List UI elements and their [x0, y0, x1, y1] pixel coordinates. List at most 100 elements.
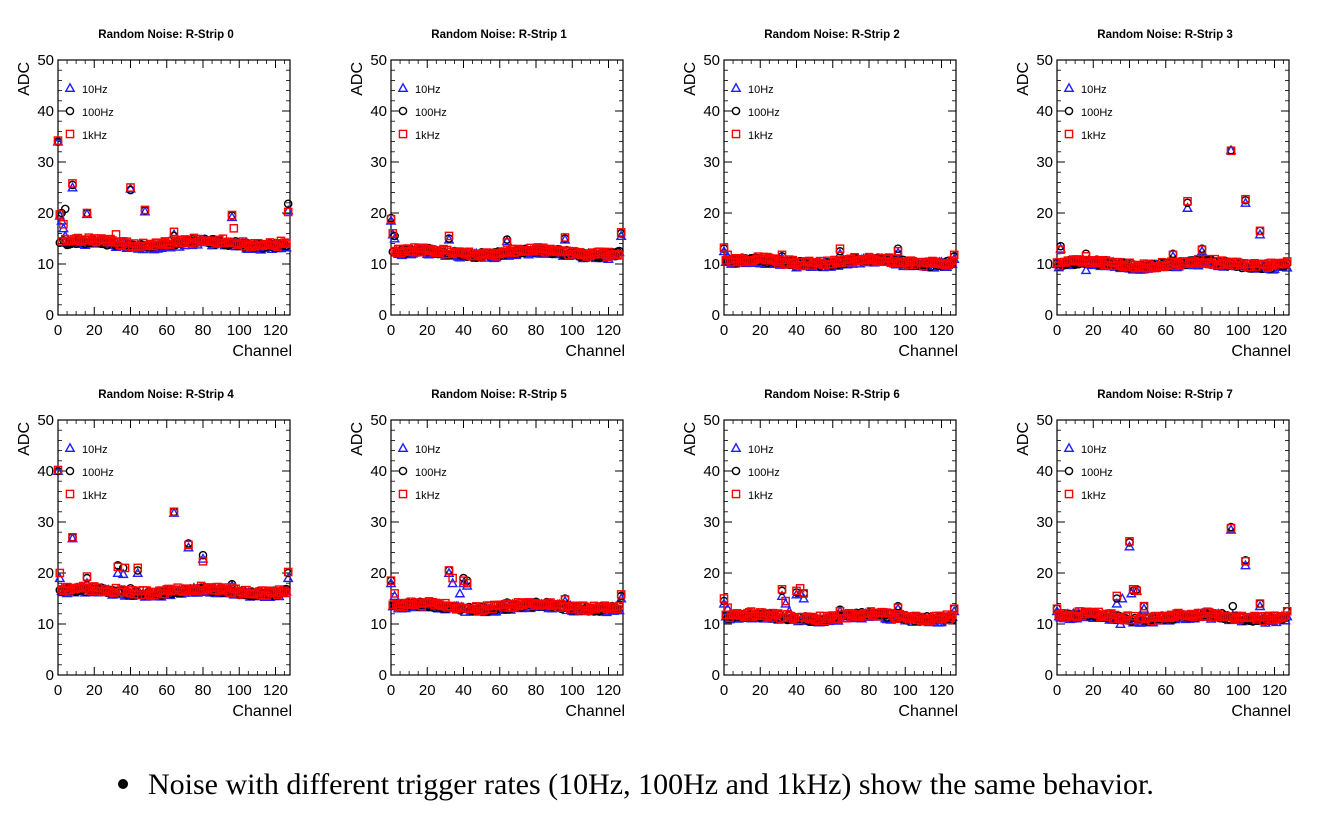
data-point-1kHz — [169, 227, 179, 237]
data-point-1kHz — [59, 219, 68, 229]
legend-label: 1kHz — [415, 490, 440, 502]
y-tick-label: 20 — [703, 205, 720, 222]
data-layer — [1051, 522, 1293, 629]
data-point-1kHz — [386, 576, 396, 585]
y-axis-label: ADC — [349, 422, 366, 456]
y-tick-label: 0 — [379, 307, 387, 324]
data-point-10Hz — [67, 532, 78, 543]
legend-marker-1kHz — [398, 489, 408, 499]
legend-label: 10Hz — [1081, 444, 1107, 456]
legend: 10Hz 100Hz 1kHz — [397, 442, 447, 502]
y-tick-label: 0 — [712, 667, 720, 684]
x-tick-label: 120 — [1262, 682, 1287, 699]
legend-marker-1kHz — [65, 129, 75, 139]
data-layer — [718, 243, 960, 272]
x-tick-label: 60 — [158, 322, 175, 339]
legend-marker-100Hz — [65, 466, 75, 476]
legend-label: 1kHz — [415, 130, 440, 142]
x-tick-label: 40 — [1121, 682, 1138, 699]
x-tick-label: 120 — [263, 322, 288, 339]
data-point-1kHz — [719, 594, 729, 603]
chart-grid: Random Noise: R-Strip 0 0 10 20 30 40 50 0 20 40 6… — [0, 0, 1293, 720]
y-tick-label: 10 — [37, 616, 54, 633]
legend-marker-100Hz — [1064, 106, 1074, 116]
chart-title: Random Noise: R-Strip 7 — [1097, 389, 1232, 401]
data-point-1kHz — [1281, 259, 1290, 269]
y-tick-label: 20 — [1036, 205, 1053, 222]
y-axis-label: ADC — [682, 422, 699, 456]
x-tick-label: 100 — [893, 322, 918, 339]
x-tick-label: 60 — [1157, 682, 1174, 699]
y-tick-label: 0 — [712, 307, 720, 324]
x-tick-label: 0 — [1053, 682, 1061, 699]
x-tick-label: 20 — [1085, 322, 1102, 339]
x-tick-label: 60 — [491, 322, 508, 339]
y-tick-label: 10 — [370, 256, 387, 273]
chart-title: Random Noise: R-Strip 2 — [764, 29, 899, 41]
x-tick-label: 120 — [929, 322, 954, 339]
data-point-1kHz — [169, 507, 179, 517]
data-point-1kHz — [1132, 586, 1142, 596]
y-axis-label: ADC — [349, 62, 366, 96]
data-point-10Hz — [385, 577, 397, 588]
y-tick-label: 10 — [703, 256, 720, 273]
x-tick-label: 80 — [1194, 322, 1211, 339]
data-point-1kHz — [283, 207, 293, 217]
plot-frame — [57, 59, 291, 316]
data-point-10Hz — [1225, 524, 1237, 534]
legend: 10Hz 100Hz 1kHz — [397, 82, 447, 142]
y-tick-label: 10 — [370, 616, 387, 633]
y-tick-label: 50 — [703, 52, 720, 69]
data-point-1kHz — [1241, 194, 1250, 204]
data-point-1kHz — [280, 586, 289, 596]
y-axis-label: ADC — [16, 422, 33, 456]
x-axis-label: Channel — [565, 703, 625, 720]
chart-title: Random Noise: R-Strip 5 — [431, 389, 567, 401]
legend-label: 1kHz — [1081, 490, 1106, 502]
data-point-1kHz — [557, 246, 566, 255]
legend: 10Hz 100Hz 1kHz — [64, 442, 114, 502]
bullet-note: Noise with different trigger rates (10Hz… — [118, 768, 1268, 808]
data-point-1kHz — [120, 563, 130, 573]
legend-label: 100Hz — [82, 467, 114, 479]
x-tick-label: 120 — [929, 682, 954, 699]
y-tick-label: 40 — [1036, 103, 1053, 120]
legend-marker-1kHz — [731, 129, 741, 139]
legend-label: 100Hz — [1081, 467, 1113, 479]
chart-svg: Random Noise: R-Strip 5 0 10 20 30 40 50 0 20 40 6… — [349, 389, 627, 720]
legend: 10Hz 100Hz 1kHz — [730, 82, 780, 142]
data-point-1kHz — [82, 208, 92, 218]
data-point-1kHz — [282, 239, 291, 248]
data-point-1kHz — [198, 556, 208, 566]
data-point-1kHz — [1197, 245, 1207, 255]
data-point-1kHz — [455, 602, 465, 612]
x-tick-label: 80 — [1194, 682, 1211, 699]
x-tick-label: 0 — [1053, 322, 1061, 339]
data-point-10Hz — [139, 205, 151, 216]
chart-panel-4: Random Noise: R-Strip 4 0 10 20 30 40 50 0 20 40 6… — [0, 360, 330, 720]
data-layer — [1051, 144, 1293, 275]
data-point-100Hz — [60, 204, 70, 214]
data-point-1kHz — [55, 210, 65, 219]
y-tick-label: 20 — [370, 205, 387, 222]
y-tick-label: 0 — [46, 667, 54, 684]
data-point-1kHz — [280, 238, 289, 247]
x-tick-label: 40 — [788, 682, 805, 699]
data-point-10Hz — [54, 572, 66, 583]
data-point-1kHz — [140, 205, 150, 215]
x-tick-label: 120 — [596, 682, 621, 699]
chart-svg: Random Noise: R-Strip 0 0 10 20 30 40 50 0 20 40 6… — [16, 29, 294, 360]
x-tick-label: 80 — [195, 322, 212, 339]
data-point-1kHz — [444, 231, 454, 241]
legend-label: 1kHz — [748, 130, 773, 142]
data-point-1kHz — [946, 258, 955, 268]
chart-title: Random Noise: R-Strip 3 — [1097, 29, 1232, 41]
x-tick-label: 20 — [752, 682, 769, 699]
y-tick-label: 20 — [1036, 565, 1053, 582]
chart-panel-0: Random Noise: R-Strip 0 0 10 20 30 40 50 0 20 40 6… — [0, 0, 330, 360]
data-point-10Hz — [1196, 245, 1208, 256]
data-point-10Hz — [559, 233, 571, 244]
data-point-1kHz — [1282, 257, 1292, 266]
data-point-10Hz — [385, 215, 397, 225]
data-point-1kHz — [229, 223, 239, 233]
